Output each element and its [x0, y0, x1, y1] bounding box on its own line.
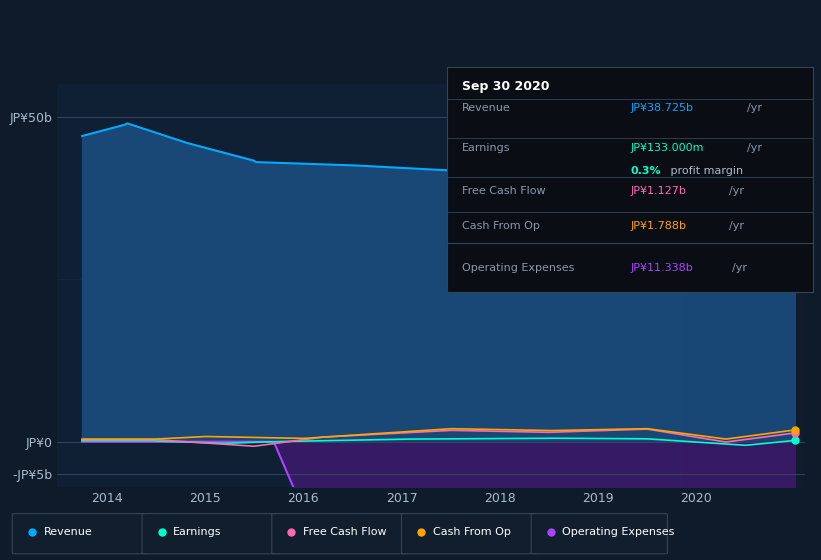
FancyBboxPatch shape [142, 514, 278, 554]
Text: JP¥38.725b: JP¥38.725b [631, 103, 693, 113]
FancyBboxPatch shape [531, 514, 667, 554]
Text: /yr: /yr [729, 221, 744, 231]
Text: Operating Expenses: Operating Expenses [562, 527, 675, 537]
Text: /yr: /yr [729, 186, 744, 195]
Text: JP¥1.127b: JP¥1.127b [631, 186, 686, 195]
Text: Revenue: Revenue [462, 103, 511, 113]
Text: JP¥11.338b: JP¥11.338b [631, 263, 693, 273]
Text: Free Cash Flow: Free Cash Flow [462, 186, 546, 195]
Bar [681, 84, 805, 487]
FancyBboxPatch shape [272, 514, 408, 554]
Text: /yr: /yr [747, 143, 762, 153]
FancyBboxPatch shape [401, 514, 538, 554]
Text: 0.3%: 0.3% [631, 166, 661, 176]
Text: JP¥133.000m: JP¥133.000m [631, 143, 704, 153]
Text: Earnings: Earnings [462, 143, 511, 153]
Text: Operating Expenses: Operating Expenses [462, 263, 575, 273]
Text: /yr: /yr [747, 103, 762, 113]
Text: Free Cash Flow: Free Cash Flow [303, 527, 387, 537]
Text: Cash From Op: Cash From Op [433, 527, 511, 537]
FancyBboxPatch shape [12, 514, 149, 554]
Text: /yr: /yr [732, 263, 747, 273]
Text: Earnings: Earnings [173, 527, 222, 537]
Text: Cash From Op: Cash From Op [462, 221, 540, 231]
Text: Sep 30 2020: Sep 30 2020 [462, 80, 549, 92]
Text: JP¥1.788b: JP¥1.788b [631, 221, 686, 231]
Text: Revenue: Revenue [44, 527, 92, 537]
Text: profit margin: profit margin [667, 166, 743, 176]
